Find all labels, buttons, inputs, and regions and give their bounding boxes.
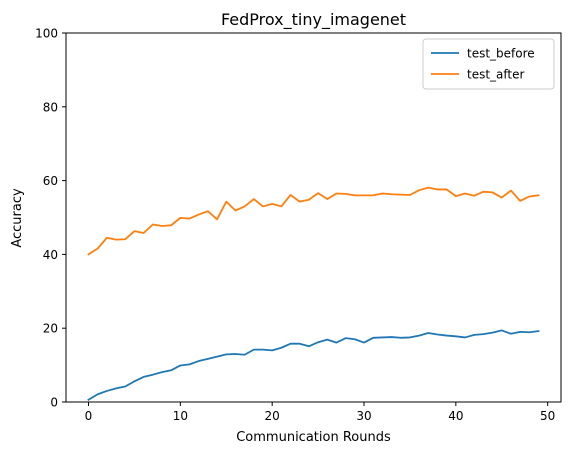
y-axis-label: Accuracy (10, 188, 25, 248)
chart-title: FedProx_tiny_imagenet (221, 10, 406, 30)
x-tick-label: 50 (540, 409, 555, 423)
y-tick-label: 60 (43, 174, 58, 188)
legend: test_before test_after (422, 38, 555, 90)
series-line-test-before (87, 329, 540, 402)
x-tick-label: 40 (448, 409, 463, 423)
legend-label-test-after: test_after (467, 68, 525, 82)
y-tick-label: 100 (35, 27, 58, 41)
axes-layer: 0 10 20 30 40 50 0 20 40 60 80 100 (35, 27, 562, 423)
y-tick-label: 40 (43, 248, 58, 262)
series-layer (87, 186, 540, 402)
x-tick-label: 30 (356, 409, 371, 423)
x-tick-label: 0 (85, 409, 93, 423)
x-tick-label: 10 (173, 409, 188, 423)
y-tick-label: 80 (43, 100, 58, 114)
series-line-test-after (87, 186, 540, 256)
x-tick-label: 20 (265, 409, 280, 423)
y-tick-label: 20 (43, 322, 58, 336)
legend-box (422, 38, 555, 90)
plot-frame (65, 32, 562, 403)
legend-label-test-before: test_before (467, 47, 535, 61)
x-axis-label: Communication Rounds (236, 430, 391, 445)
y-tick-label: 0 (50, 396, 58, 410)
